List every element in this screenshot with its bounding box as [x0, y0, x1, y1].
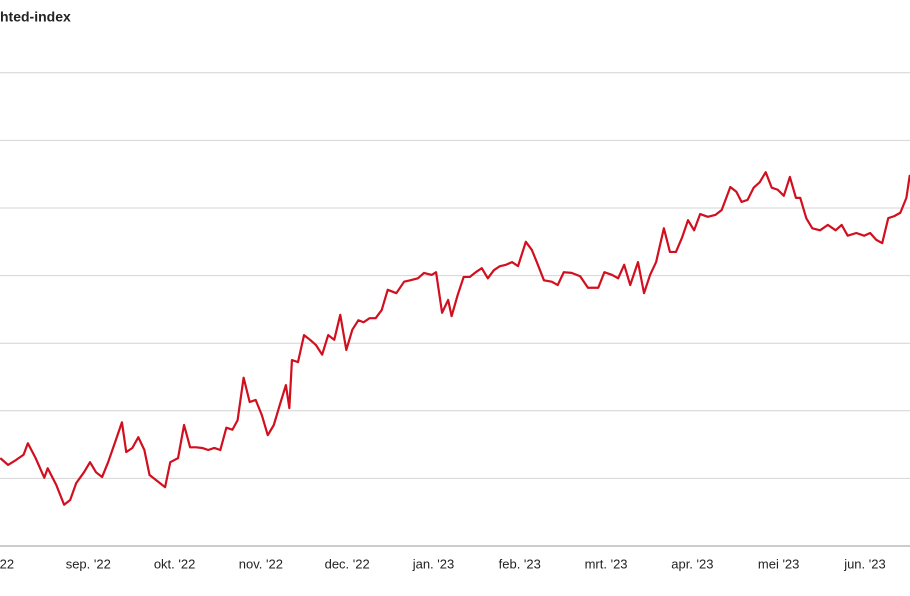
x-tick-label: okt. '22 — [154, 556, 196, 571]
x-tick-label: . '22 — [0, 556, 14, 571]
chart-title: hted-index — [0, 9, 71, 25]
x-tick-label: feb. '23 — [499, 556, 541, 571]
x-tick-label: nov. '22 — [239, 556, 283, 571]
line — [0, 171, 910, 506]
x-tick-label: dec. '22 — [325, 556, 370, 571]
x-tick-label: sep. '22 — [66, 556, 111, 571]
x-tick-label: mei '23 — [758, 556, 800, 571]
x-tick-label: jun. '23 — [843, 556, 886, 571]
x-tick-label: jan. '23 — [412, 556, 455, 571]
x-tick-label: mrt. '23 — [585, 556, 628, 571]
x-tick-label: apr. '23 — [671, 556, 713, 571]
